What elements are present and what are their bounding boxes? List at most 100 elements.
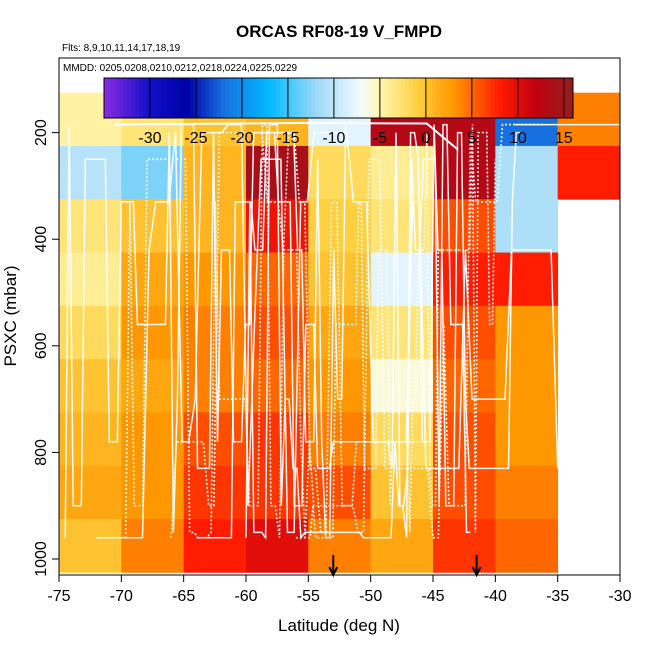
colorbar-frame xyxy=(103,77,574,119)
colorbar-swatch xyxy=(213,78,218,118)
colorbar-swatch xyxy=(139,78,144,118)
colorbar-swatch xyxy=(365,78,371,118)
heatmap-cell xyxy=(246,359,309,413)
colorbar-tick-label: 10 xyxy=(509,130,527,147)
colorbar-swatch xyxy=(291,78,297,118)
chart-title: ORCAS RF08-19 V_FMPD xyxy=(236,22,442,41)
colorbar-swatch xyxy=(135,78,140,118)
colorbar-swatch xyxy=(467,78,472,118)
colorbar-swatch xyxy=(240,78,246,118)
colorbar-swatch xyxy=(264,78,269,118)
colorbar-swatch xyxy=(154,78,160,118)
heatmap-cell xyxy=(308,465,372,520)
colorbar-swatch xyxy=(143,78,148,118)
colorbar-swatch xyxy=(526,78,531,118)
colorbar-swatch xyxy=(447,78,453,118)
heatmap-cell xyxy=(433,519,496,573)
colorbar-swatch xyxy=(459,78,465,118)
colorbar-swatch xyxy=(299,78,304,118)
colorbar-swatch xyxy=(420,78,425,118)
colorbar-swatch xyxy=(303,78,308,118)
heatmap-cell xyxy=(495,412,559,467)
colorbar-swatch xyxy=(307,78,312,118)
colorbar-swatch xyxy=(401,78,406,118)
colorbar-swatch xyxy=(483,78,488,118)
colorbar-swatch xyxy=(146,78,152,118)
x-tick-label: -45 xyxy=(421,588,444,605)
colorbar-tick-label: -30 xyxy=(138,130,161,147)
colorbar-swatch xyxy=(408,78,414,118)
colorbar-swatch xyxy=(471,78,476,118)
colorbar-swatch xyxy=(506,78,511,118)
colorbar-swatch xyxy=(412,78,418,118)
colorbar-swatch xyxy=(479,78,484,118)
heatmap-cell xyxy=(495,252,559,307)
colorbar-swatch xyxy=(189,78,195,118)
colorbar-swatch xyxy=(322,78,328,118)
colorbar-swatch xyxy=(287,78,293,118)
colorbar-swatch xyxy=(330,78,336,118)
colorbar-swatch xyxy=(393,78,398,118)
colorbar-swatch xyxy=(358,78,363,118)
colorbar-swatch xyxy=(553,78,558,118)
y-tick-label: 400 xyxy=(33,226,50,253)
colorbar-swatch xyxy=(268,78,273,118)
x-tick-label: -40 xyxy=(484,588,507,605)
heatmap-cell xyxy=(59,359,122,413)
heatmap-cell xyxy=(246,199,309,253)
colorbar-swatch xyxy=(565,78,570,118)
heatmap-cell xyxy=(308,412,372,467)
heatmap-cell xyxy=(370,305,434,360)
y-axis-label: PSXC (mbar) xyxy=(1,265,20,366)
flight-tracks xyxy=(64,122,620,540)
colorbar-swatch xyxy=(440,78,445,118)
colorbar-swatch xyxy=(115,78,121,118)
colorbar-swatch xyxy=(123,78,128,118)
colorbar-swatch xyxy=(295,78,300,118)
colorbar-swatch xyxy=(217,78,222,118)
colorbar-tick-label: -5 xyxy=(373,130,387,147)
colorbar-swatch xyxy=(346,78,351,118)
y-tick-label: 200 xyxy=(33,119,50,146)
colorbar: -30 -25 -20 -15 -10 -5 0 5 10 15 xyxy=(103,77,574,147)
heatmap-cell xyxy=(495,145,559,200)
colorbar-swatch xyxy=(455,78,461,118)
heatmap-cell xyxy=(183,465,247,520)
heatmap-cell xyxy=(59,305,122,360)
colorbar-swatch xyxy=(127,78,132,118)
colorbar-swatch xyxy=(229,78,234,118)
colorbar-swatch xyxy=(174,78,179,118)
colorbar-swatch xyxy=(104,78,109,118)
colorbar-swatch xyxy=(444,78,449,118)
colorbar-swatch xyxy=(260,78,265,118)
heatmap-cell xyxy=(433,465,496,520)
colorbar-swatch xyxy=(326,78,332,118)
colorbar-swatch xyxy=(490,78,496,118)
heatmap-cell xyxy=(495,465,559,520)
colorbar-swatch xyxy=(557,78,562,118)
y-tick-label: 600 xyxy=(33,332,50,359)
colorbar-swatch xyxy=(385,78,390,118)
colorbar-swatch xyxy=(361,78,367,118)
colorbar-swatch xyxy=(131,78,136,118)
heatmap-cell xyxy=(183,519,247,573)
colorbar-tick-label: 5 xyxy=(467,130,476,147)
y-tick-label: 800 xyxy=(33,439,50,466)
dates-subtitle: MMDD: 0205,0208,0210,0212,0218,0224,0225… xyxy=(63,63,298,74)
colorbar-swatch xyxy=(416,78,422,118)
heatmap-cell xyxy=(308,519,372,573)
colorbar-swatch xyxy=(209,78,214,118)
colorbar-swatch xyxy=(510,78,515,118)
colorbar-swatch xyxy=(463,78,468,118)
colorbar-swatch xyxy=(236,78,242,118)
colorbar-tick-label: -10 xyxy=(322,130,345,147)
colorbar-swatch xyxy=(205,78,211,118)
colorbar-swatch xyxy=(494,78,500,118)
colorbar-swatch xyxy=(350,78,355,118)
colorbar-swatch xyxy=(318,78,324,118)
x-tick-label: -75 xyxy=(47,588,70,605)
heatmap-cell xyxy=(495,305,559,360)
heatmap-cell xyxy=(557,145,621,200)
colorbar-tick-label: -25 xyxy=(184,130,207,147)
